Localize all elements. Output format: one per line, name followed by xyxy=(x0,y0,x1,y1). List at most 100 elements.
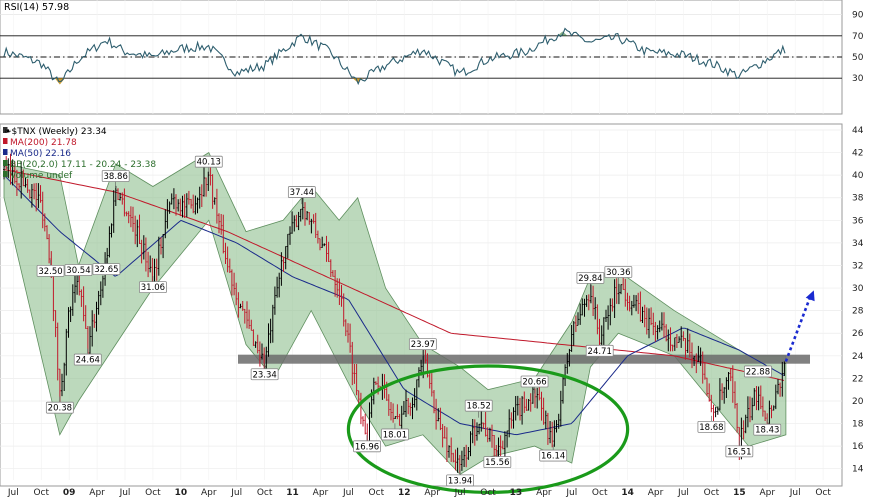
annotation-value: 40.13 xyxy=(197,158,221,168)
x-tick-label: Jul xyxy=(454,488,466,498)
annotation-box xyxy=(381,428,409,441)
annotation-value: 18.01 xyxy=(383,430,407,440)
projection-arrow-head xyxy=(805,290,815,302)
price-tick-label: 42 xyxy=(852,149,863,159)
x-tick-label: Oct xyxy=(369,488,385,498)
annotation-value: 30.36 xyxy=(606,268,630,278)
price-annotation-label: 24.71 xyxy=(585,344,614,357)
annotation-value: 20.66 xyxy=(522,378,546,388)
annotation-box xyxy=(697,420,726,433)
annotation-box xyxy=(353,440,381,453)
annotation-box xyxy=(92,263,121,276)
x-tick-label: Oct xyxy=(33,488,49,498)
price-annotation-label: 16.14 xyxy=(539,444,568,462)
annotation-value: 16.14 xyxy=(541,452,565,462)
annotation-box xyxy=(604,266,633,278)
x-tick-label: 12 xyxy=(398,488,411,498)
x-tick-label: Jul xyxy=(565,488,577,498)
x-tick-label: 09 xyxy=(63,488,76,498)
annotation-box xyxy=(36,264,65,277)
price-annotation-label: 18.68 xyxy=(697,415,726,433)
legend-swatch xyxy=(3,127,8,133)
annotation-box xyxy=(576,271,605,284)
price-annotation-label: 23.34 xyxy=(250,363,279,381)
price-annotation-label: 20.66 xyxy=(520,375,549,394)
x-tick-label: Oct xyxy=(815,488,831,498)
x-tick-label: Jul xyxy=(230,488,242,498)
annotation-box xyxy=(194,155,223,168)
annotation-value: 38.86 xyxy=(104,172,128,182)
ma200-line xyxy=(3,169,785,381)
annotation-box xyxy=(744,365,772,378)
legend-entry: MA(50) 22.16 xyxy=(10,149,71,159)
annotation-box xyxy=(139,281,167,293)
annotation-box xyxy=(408,338,437,351)
projection-arrow xyxy=(784,290,815,362)
annotation-value: 24.71 xyxy=(588,347,612,357)
ma50-line xyxy=(3,174,785,436)
price-annotation-label: 32.65 xyxy=(92,258,121,276)
x-tick-label: Oct xyxy=(592,488,608,498)
price-tick-label: 40 xyxy=(852,171,864,181)
annotation-value: 37.44 xyxy=(290,188,314,198)
x-tick-label: Apr xyxy=(313,488,329,498)
price-tick-label: 34 xyxy=(852,239,864,249)
x-tick-label: Jul xyxy=(789,488,801,498)
price-annotation-label: 15.56 xyxy=(483,451,512,468)
annotation-box xyxy=(250,368,279,381)
price-tick-label: 20 xyxy=(852,397,864,407)
price-panel: 32.50 20.38 30.54 24.64 32.65 38.86 31.06 40.13… xyxy=(0,123,864,498)
legend-entry: MA(200) 21.78 xyxy=(10,138,77,148)
price-bars xyxy=(3,153,786,473)
rsi-line xyxy=(3,27,786,86)
annotation-value: 13.94 xyxy=(448,476,472,486)
x-tick-label: 13 xyxy=(510,488,523,498)
price-annotation-label: 31.06 xyxy=(139,276,167,293)
time-x-axis: Jul Oct 09 Apr Jul Oct 10 Apr Jul Oct 11 Apr Jul Oct 1… xyxy=(7,488,831,498)
annotation-value: 32.65 xyxy=(94,265,118,275)
annotation-value: 15.56 xyxy=(485,458,509,468)
price-annotation-label: 30.36 xyxy=(604,266,633,284)
rsi-tick-label: 70 xyxy=(852,32,864,42)
price-tick-label: 26 xyxy=(852,329,864,339)
annotation-box xyxy=(753,423,782,436)
price-tick-label: 18 xyxy=(852,420,864,430)
annotation-value: 18.52 xyxy=(467,402,491,412)
price-annotation-label: 18.52 xyxy=(464,399,493,418)
legend-swatch xyxy=(3,160,8,166)
price-tick-label: 36 xyxy=(852,216,864,226)
annotation-value: 18.43 xyxy=(755,426,779,436)
annotation-box xyxy=(64,264,93,276)
x-tick-label: Oct xyxy=(257,488,273,498)
support-zone xyxy=(238,354,810,364)
legend-swatch xyxy=(3,171,8,177)
x-tick-label: Oct xyxy=(145,488,161,498)
legend-swatch xyxy=(3,149,8,155)
annotation-value: 24.64 xyxy=(76,356,100,366)
legend-swatch xyxy=(3,138,8,144)
annotation-value: 30.54 xyxy=(66,266,90,276)
legend-entry: BB(20,2.0) 17.11 - 20.24 - 23.38 xyxy=(10,160,156,170)
x-tick-label: Apr xyxy=(536,488,552,498)
x-tick-label: 15 xyxy=(733,488,746,498)
x-tick-label: Oct xyxy=(704,488,720,498)
price-tick-label: 32 xyxy=(852,261,863,271)
price-annotation-label: 37.44 xyxy=(287,186,316,205)
annotation-box xyxy=(446,474,474,487)
price-annotation-label: 29.84 xyxy=(576,271,605,290)
price-annotation-label: 20.38 xyxy=(45,396,74,414)
price-tick-label: 38 xyxy=(852,194,864,204)
price-tick-label: 14 xyxy=(852,465,864,475)
annotation-value: 22.88 xyxy=(746,367,770,377)
rsi-reference-lines xyxy=(0,35,842,79)
annotation-value: 16.51 xyxy=(727,447,751,457)
x-tick-label: Oct xyxy=(480,488,496,498)
annotation-value: 23.97 xyxy=(411,340,435,350)
annotation-box xyxy=(101,170,130,182)
annotation-box xyxy=(287,186,316,198)
price-annotation-label: 38.86 xyxy=(101,170,130,189)
price-tick-label: 16 xyxy=(852,442,864,452)
